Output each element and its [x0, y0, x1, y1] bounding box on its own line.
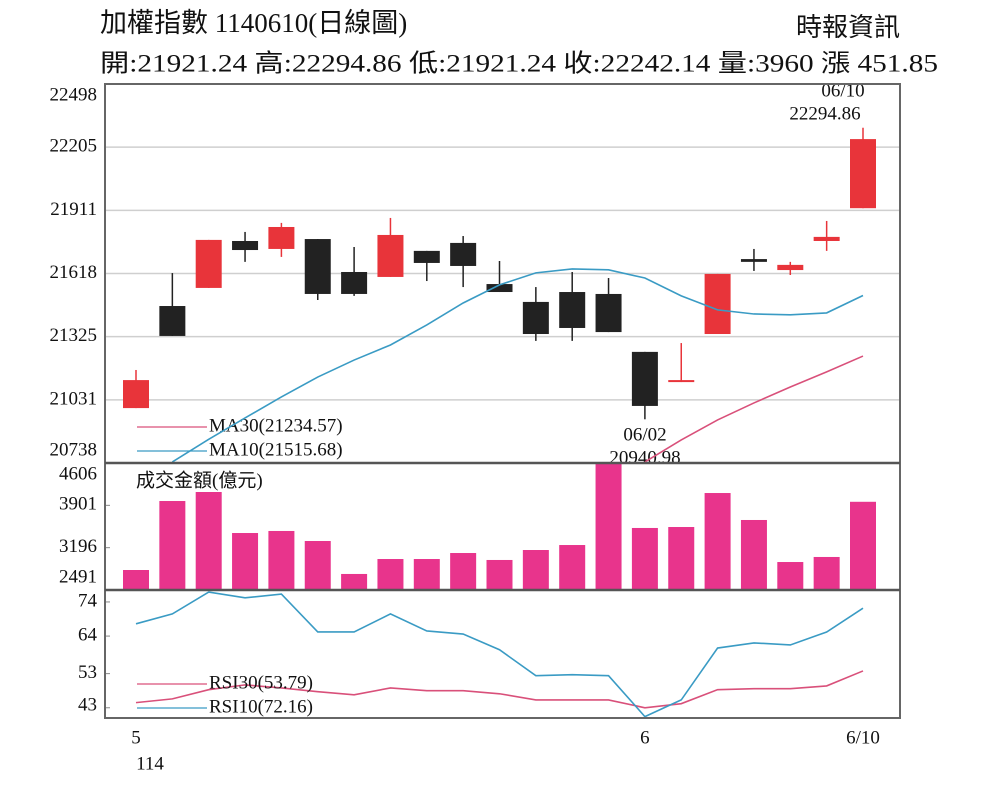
chart-title: 加權指數 1140610(日線圖) — [100, 8, 407, 38]
candle-body — [195, 239, 222, 288]
annotation-date: 06/10 — [821, 80, 864, 101]
bar — [522, 550, 549, 590]
x-tick-label: 6/10 — [846, 727, 880, 748]
y-tick-label: 22205 — [50, 135, 98, 156]
y-tick-label: 21911 — [50, 199, 97, 220]
y-tick-label: 22498 — [50, 84, 98, 105]
candle-body — [813, 236, 840, 241]
y-tick-label: 3196 — [59, 536, 97, 557]
bar — [232, 533, 259, 590]
bar — [413, 559, 440, 590]
candle-body — [740, 259, 767, 262]
candle-body — [668, 380, 695, 383]
bar — [304, 541, 331, 590]
candle-body — [704, 273, 731, 335]
bar — [377, 559, 404, 590]
x-tick-label: 5 — [131, 727, 141, 748]
candle-body — [377, 234, 404, 277]
bar — [195, 492, 222, 590]
candle-body — [595, 293, 622, 333]
candle-body — [232, 240, 259, 251]
y-tick-label: 20738 — [50, 439, 98, 460]
candle-body — [123, 380, 149, 409]
legend-label: MA10(21515.68) — [209, 439, 343, 460]
x-sublabel: 114 — [136, 753, 164, 774]
candle-body — [631, 351, 658, 406]
frame — [104, 83, 901, 719]
candle-body — [850, 139, 876, 209]
y-tick-label: 2491 — [59, 566, 97, 587]
panel-title: 成交金額(億元) — [136, 469, 263, 491]
bar — [704, 493, 731, 590]
bar — [740, 519, 767, 590]
candle-body — [413, 250, 440, 263]
y-tick-label: 64 — [78, 624, 98, 645]
quote: 開:21921.24 高:22294.86 低:21921.24 收:22242… — [100, 50, 938, 78]
bar — [486, 559, 513, 590]
y-tick-label: 43 — [78, 694, 97, 715]
bar — [559, 545, 586, 590]
candle-body — [341, 271, 368, 294]
line-series — [135, 670, 864, 709]
bar — [450, 553, 477, 590]
line-series — [135, 591, 864, 718]
legend-label: MA30(21234.57) — [209, 415, 343, 436]
annotation-value: 22294.86 — [789, 103, 860, 124]
y-tick-label: 21031 — [50, 388, 98, 409]
y-tick-label: 53 — [78, 662, 97, 683]
candle-body — [159, 306, 186, 336]
y-tick-label: 74 — [78, 590, 98, 611]
bar — [668, 527, 695, 590]
y-tick-label: 4606 — [59, 463, 97, 484]
candle-body — [559, 292, 586, 328]
bar — [595, 463, 622, 590]
line-series — [171, 268, 864, 463]
y-tick-label: 21618 — [50, 262, 98, 283]
bar — [268, 530, 295, 590]
candle-body — [777, 264, 804, 271]
bar — [813, 556, 840, 590]
line-series — [644, 355, 864, 463]
source: 時報資訊 — [796, 13, 900, 42]
candle-body — [486, 284, 513, 293]
bar — [850, 501, 876, 590]
bar — [341, 573, 368, 590]
candle-body — [522, 301, 549, 335]
y-tick-label: 3901 — [59, 494, 97, 515]
y-tick-label: 21325 — [50, 325, 98, 346]
bar — [631, 527, 658, 590]
candle-body — [304, 239, 331, 294]
legend-label: RSI10(72.16) — [209, 696, 313, 717]
legend-label: RSI30(53.79) — [209, 672, 313, 693]
bar — [123, 570, 149, 590]
x-tick-label: 6 — [640, 727, 650, 748]
bar — [777, 562, 804, 590]
bar — [159, 501, 186, 590]
annotation-date: 06/02 — [623, 424, 666, 445]
candle-body — [450, 242, 477, 266]
candle-body — [268, 226, 295, 249]
